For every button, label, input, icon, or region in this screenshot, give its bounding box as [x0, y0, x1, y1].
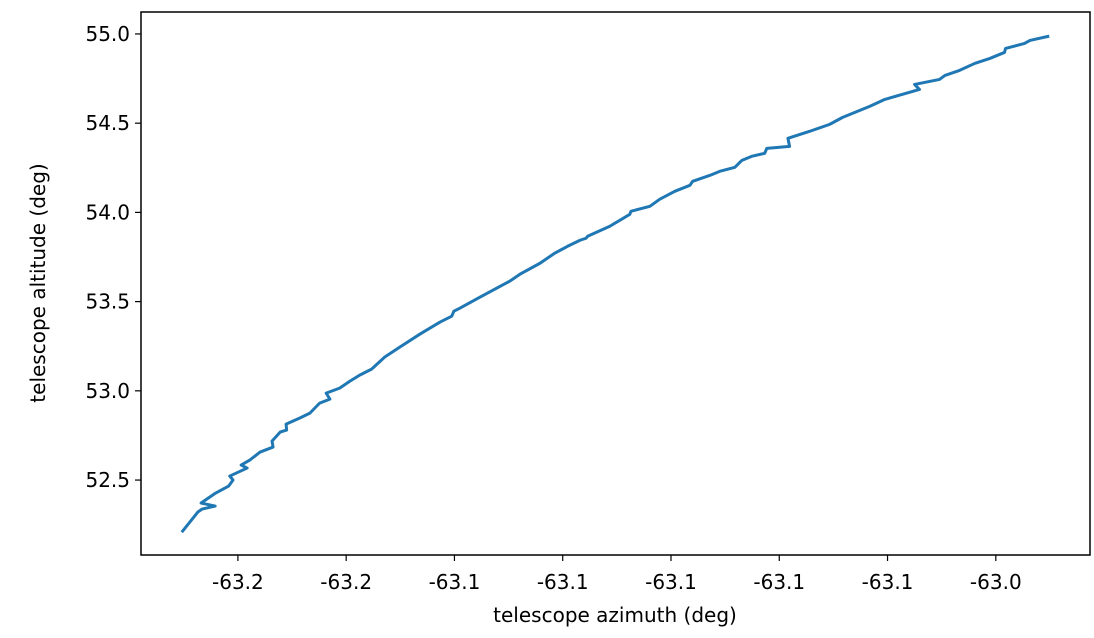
x-tick-label: -63.1: [862, 570, 914, 594]
y-tick-label: 52.5: [85, 468, 130, 492]
y-tick-label: 53.0: [85, 379, 130, 403]
plot-frame: [140, 11, 1091, 556]
x-axis-label: telescope azimuth (deg): [493, 603, 737, 627]
x-tick-label: -63.1: [429, 570, 481, 594]
y-tick-label: 55.0: [85, 22, 130, 46]
data-line: [180, 34, 1050, 534]
x-tick-label: -63.1: [645, 570, 697, 594]
x-tick-label: -63.0: [970, 570, 1022, 594]
y-axis-label: telescope altitude (deg): [26, 163, 50, 402]
x-tick-label: -63.1: [537, 570, 589, 594]
x-tick-label: -63.2: [212, 570, 264, 594]
y-tick-label: 54.0: [85, 200, 130, 224]
y-tick-label: 53.5: [85, 290, 130, 314]
x-tick-label: -63.1: [753, 570, 805, 594]
x-tick-label: -63.2: [320, 570, 372, 594]
y-tick-label: 54.5: [85, 111, 130, 135]
